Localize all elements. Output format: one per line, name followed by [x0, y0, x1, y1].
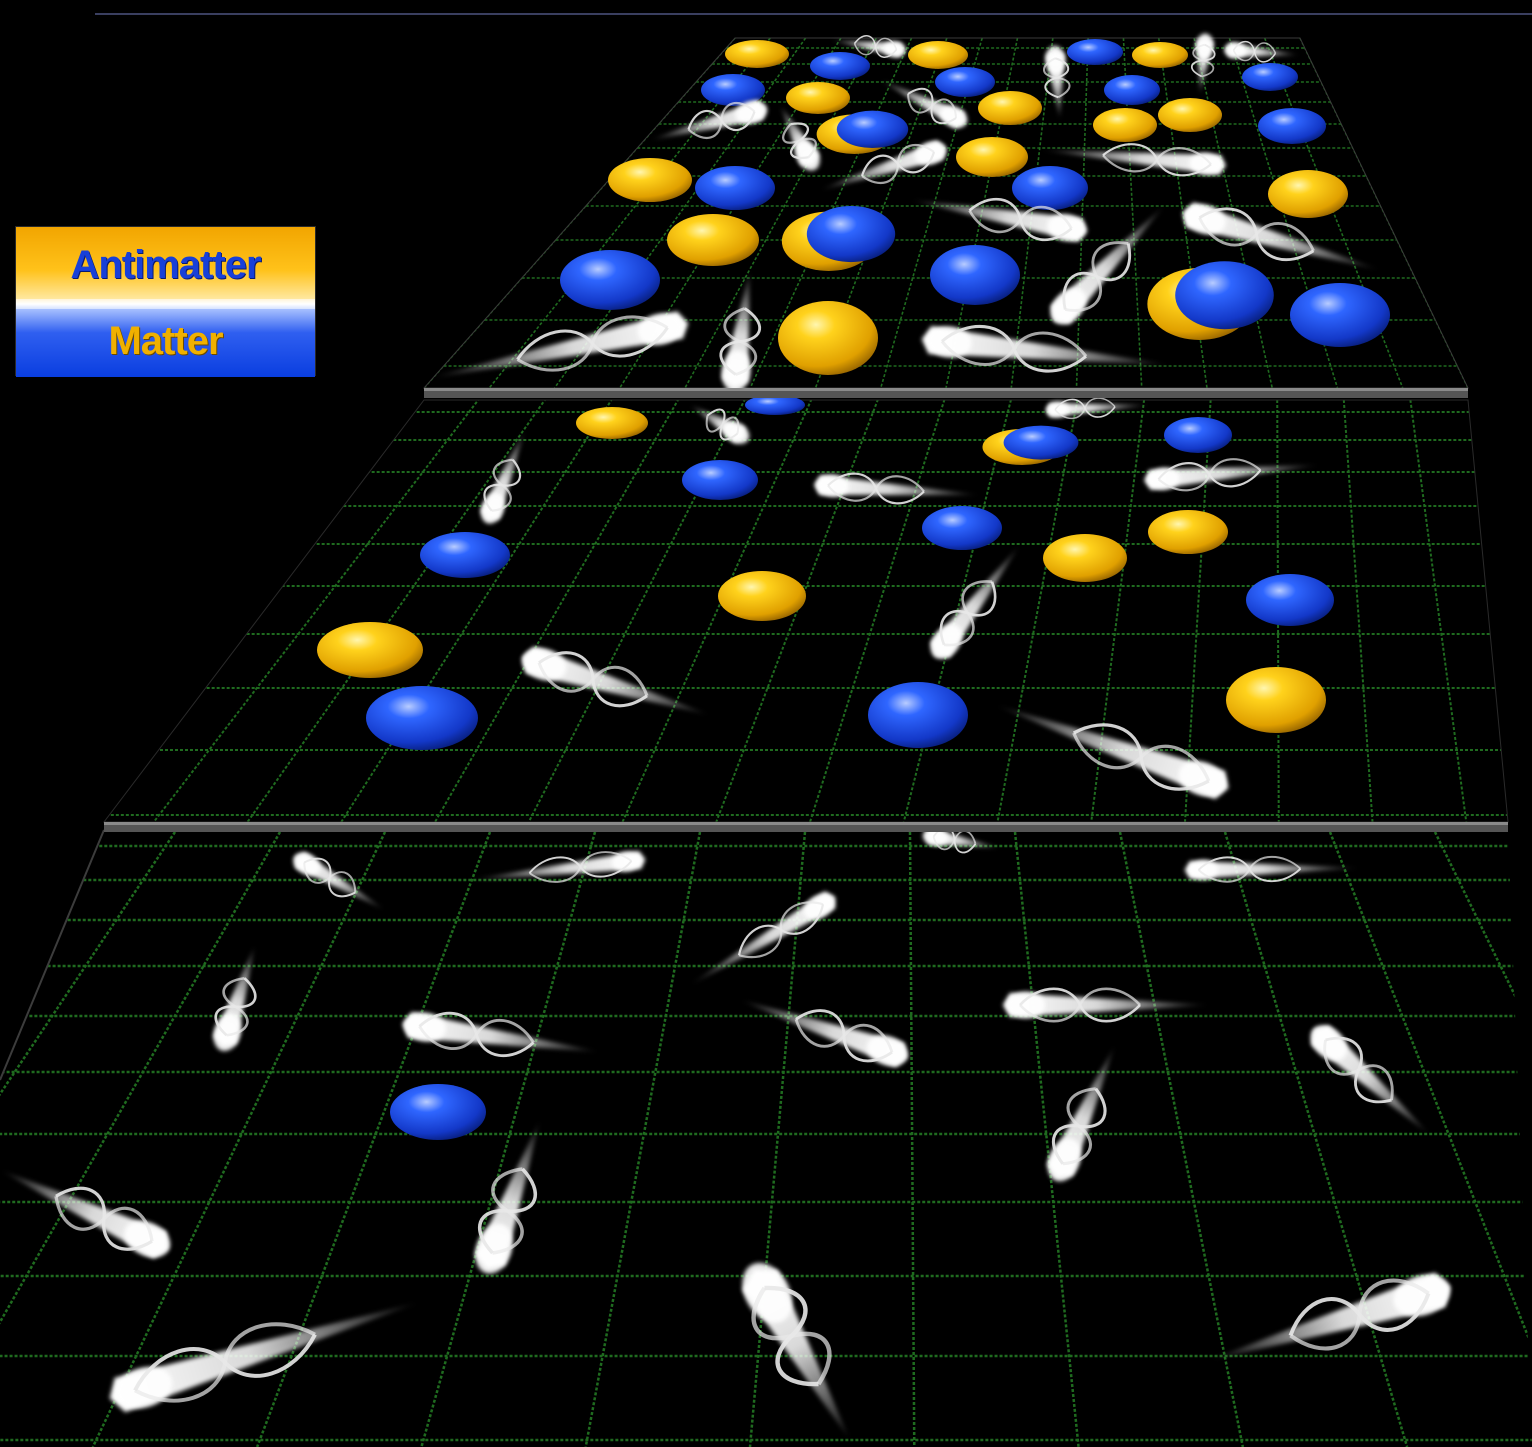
blue-particle: [682, 460, 758, 500]
blue-particle: [1246, 574, 1334, 626]
annihilating-pair: [982, 425, 1079, 465]
yellow-particle: [908, 41, 968, 69]
top-plane-slab: [424, 388, 1468, 398]
photon: [1182, 202, 1380, 270]
blue-particle: [366, 686, 478, 750]
photon: [910, 197, 1088, 242]
annihilating-pair: [816, 110, 909, 154]
yellow-particle: [778, 301, 878, 375]
yellow-particle: [725, 40, 789, 68]
yellow-particle: [1148, 510, 1228, 554]
legend: Antimatter Matter: [15, 226, 316, 377]
photon: [880, 80, 968, 129]
legend-matter-label: Matter: [108, 319, 223, 363]
photon: [830, 35, 906, 58]
blue-particle: [695, 166, 775, 210]
photon: [820, 140, 946, 190]
yellow-particle: [576, 407, 648, 439]
photon: [690, 405, 750, 444]
photon: [430, 311, 689, 378]
photon: [1144, 458, 1320, 492]
blue-particle: [420, 532, 510, 578]
photon: [1224, 40, 1300, 63]
yellow-particle: [978, 91, 1042, 125]
photon: [780, 105, 820, 171]
photon: [480, 430, 525, 524]
middle-plane-slab: [104, 822, 1508, 832]
bottom-plane-grid: [0, 832, 1532, 1447]
yellow-particle: [718, 571, 806, 621]
yellow-particle: [956, 137, 1028, 177]
blue-particle: [935, 67, 995, 97]
photon: [719, 270, 762, 392]
photon: [1002, 987, 1210, 1023]
photon: [1040, 143, 1226, 177]
photon: [1043, 45, 1071, 120]
blue-particle: [1290, 283, 1390, 347]
photon: [1045, 397, 1150, 420]
blue-particle: [1067, 39, 1123, 65]
annihilating-pair: [1147, 261, 1274, 340]
yellow-particle: [786, 82, 850, 114]
photon: [109, 1302, 420, 1413]
blue-particle: [745, 395, 805, 415]
photon: [740, 1000, 908, 1068]
photon: [814, 472, 980, 505]
bottom-plane-particles: [0, 827, 1451, 1440]
yellow-particle: [608, 158, 692, 202]
photon: [1310, 1025, 1430, 1135]
photon: [1050, 205, 1165, 325]
blue-particle: [560, 250, 660, 310]
photon: [690, 891, 836, 985]
photon: [470, 851, 646, 883]
top-plane-particles: [430, 33, 1390, 392]
photon: [921, 325, 1170, 373]
yellow-particle: [1132, 42, 1188, 68]
legend-matter-band: [16, 309, 315, 377]
annihilating-pair: [781, 205, 896, 271]
photon: [0, 1170, 171, 1259]
photon: [1210, 1272, 1451, 1360]
blue-particle: [1164, 417, 1232, 453]
photon: [293, 852, 385, 910]
blue-particle: [1258, 108, 1326, 144]
blue-particle: [390, 1084, 486, 1140]
photon: [650, 100, 767, 140]
photon: [1184, 856, 1360, 883]
yellow-particle: [317, 622, 423, 678]
blue-particle: [810, 52, 870, 80]
yellow-particle: [1226, 667, 1326, 733]
blue-particle: [1012, 166, 1088, 210]
photon: [930, 545, 1020, 659]
photon: [995, 705, 1229, 800]
yellow-particle: [1268, 170, 1348, 218]
yellow-particle: [1043, 534, 1127, 582]
yellow-particle: [1158, 98, 1222, 132]
legend-divider-band: [16, 299, 315, 309]
photon: [1047, 1045, 1115, 1182]
photon: [402, 1011, 600, 1058]
photon: [474, 1120, 540, 1274]
blue-particle: [930, 245, 1020, 305]
middle-plane-particles: [317, 395, 1334, 800]
legend-antimatter-band: [16, 227, 315, 299]
photon: [213, 945, 257, 1052]
bottom-plane-edge: [0, 829, 105, 1081]
photon: [742, 1262, 850, 1440]
blue-particle: [701, 74, 765, 106]
yellow-particle: [1093, 108, 1157, 142]
photon: [1190, 33, 1216, 95]
photon: [521, 646, 710, 715]
blue-particle: [922, 506, 1002, 550]
yellow-particle: [667, 214, 759, 266]
blue-particle: [868, 682, 968, 748]
blue-particle: [1242, 63, 1298, 91]
blue-particle: [1104, 75, 1160, 105]
legend-antimatter-label: Antimatter: [70, 243, 261, 287]
